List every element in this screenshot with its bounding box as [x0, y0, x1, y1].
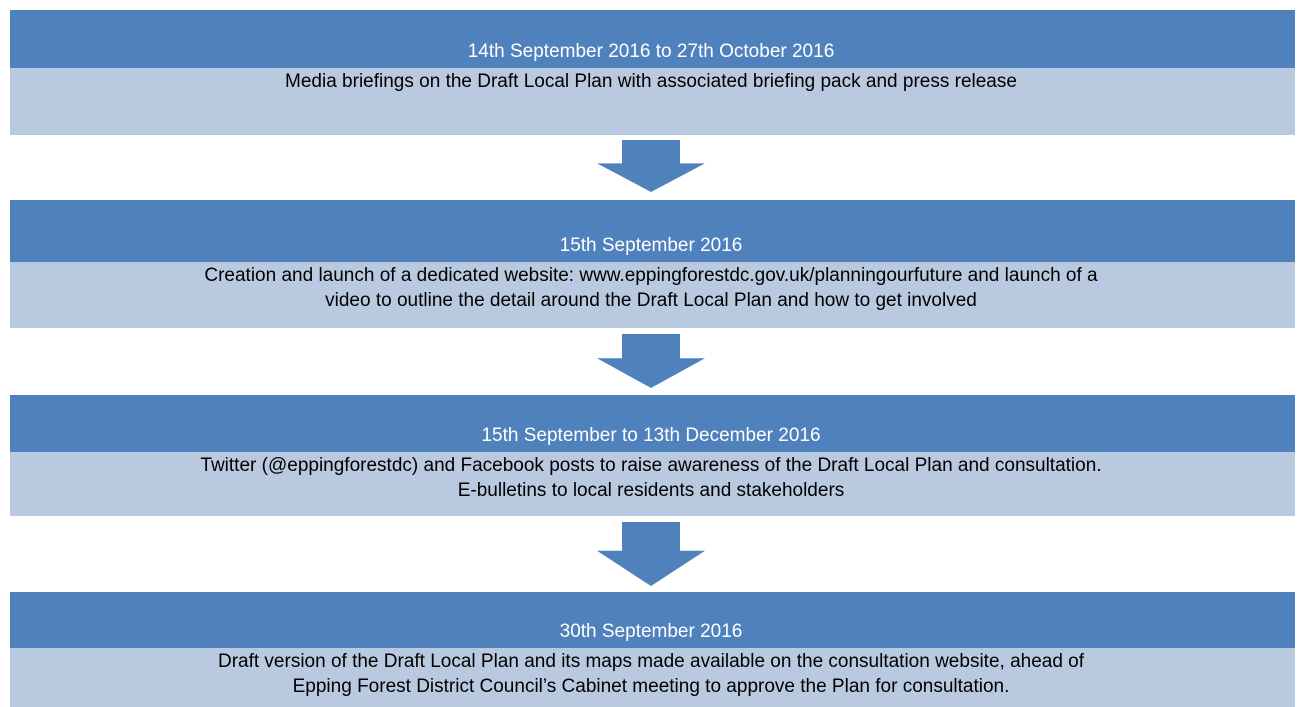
step-body: [10, 68, 1295, 135]
flow-arrow: [597, 334, 705, 388]
flow-arrow: [597, 522, 705, 586]
step-body: [10, 648, 1295, 707]
step-description: Media briefings on the Draft Local Plan …: [285, 71, 1017, 92]
step-description: Epping Forest District Council’s Cabinet…: [293, 676, 1010, 697]
step-body: [10, 262, 1295, 328]
step-description: video to outline the detail around the D…: [325, 290, 977, 311]
step-body: [10, 452, 1295, 516]
step-date: 14th September 2016 to 27th October 2016: [468, 41, 835, 62]
step-header: [10, 10, 1295, 68]
step-date: 15th September to 13th December 2016: [481, 425, 820, 446]
step-header: [10, 592, 1295, 648]
step-date: 30th September 2016: [560, 621, 743, 642]
step-date: 15th September 2016: [560, 235, 743, 256]
flow-arrow: [597, 140, 705, 192]
step-header: [10, 200, 1295, 262]
step-description: E-bulletins to local residents and stake…: [458, 480, 845, 501]
step-header: [10, 395, 1295, 452]
step-description: Creation and launch of a dedicated websi…: [204, 265, 1098, 286]
step-description: Draft version of the Draft Local Plan an…: [218, 651, 1085, 672]
step-description: Twitter (@eppingforestdc) and Facebook p…: [200, 455, 1101, 476]
